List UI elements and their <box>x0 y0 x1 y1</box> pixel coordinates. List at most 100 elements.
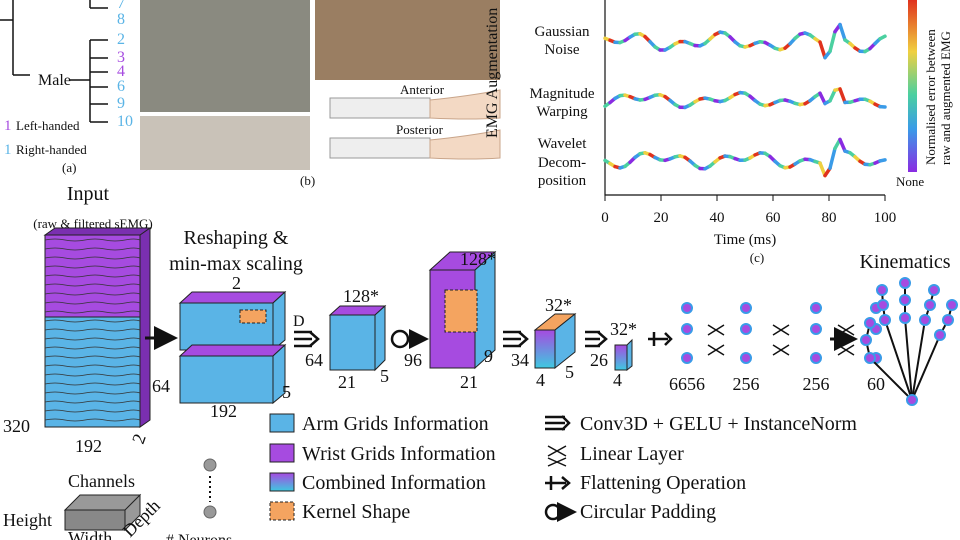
signal-line <box>44 373 141 377</box>
legend-symbol <box>545 476 571 490</box>
signal-line <box>44 274 141 278</box>
row-label: position <box>538 173 587 189</box>
conv-arrow <box>585 330 608 348</box>
wave-seg <box>828 88 837 103</box>
dim: 64 <box>152 376 170 396</box>
wave-seg <box>838 22 847 42</box>
arm <box>429 89 501 160</box>
joint <box>879 314 891 326</box>
neuron <box>681 352 693 364</box>
legend-label: Flattening Operation <box>580 472 746 494</box>
legend-label: Conv3D + GELU + InstanceNorm <box>580 413 857 435</box>
conv-arrow <box>294 330 320 348</box>
wave-seg <box>818 91 827 106</box>
joint <box>899 312 911 324</box>
subject: 2 <box>117 31 125 48</box>
row-label: Noise <box>545 42 580 58</box>
neuron <box>740 323 752 335</box>
dim: 34 <box>511 350 529 370</box>
row-label: Warping <box>536 104 588 120</box>
wave-seg <box>878 34 887 41</box>
dim: 320 <box>3 416 30 436</box>
joint <box>899 294 911 306</box>
legend-label: Linear Layer <box>580 443 684 465</box>
dim: 128* <box>343 286 379 306</box>
x-tick-label: 40 <box>710 210 725 226</box>
input-block <box>43 227 152 428</box>
neuron-key <box>203 458 217 519</box>
colorbar <box>908 0 917 172</box>
wave-seg <box>878 158 887 163</box>
subject: 4 <box>117 63 125 80</box>
dim: 5 <box>380 366 389 386</box>
linear-layer <box>707 324 725 356</box>
dim: 5 <box>282 382 291 402</box>
colorbar-label: raw and augmented EMG <box>938 31 953 165</box>
legend-label: Arm Grids Information <box>302 413 489 435</box>
conv3-block <box>533 312 577 370</box>
bone <box>904 283 913 401</box>
signal-line <box>44 328 141 332</box>
signal-line <box>44 256 141 260</box>
joint <box>860 334 872 346</box>
legend-symbol <box>547 445 567 467</box>
marker: 1 <box>4 118 12 134</box>
label: Male <box>38 72 71 89</box>
subject: 7 <box>117 0 125 12</box>
label: Height <box>3 510 52 530</box>
neuron <box>810 323 822 335</box>
title: Reshaping & <box>184 227 289 249</box>
subject: 10 <box>117 113 133 130</box>
subject: 6 <box>117 78 125 95</box>
label: # Neurons <box>166 532 232 540</box>
dim: 192 <box>210 401 237 421</box>
joint <box>877 299 889 311</box>
subject: 3 <box>117 49 125 66</box>
linear-layer <box>772 324 790 356</box>
legend-label: Wrist Grids Information <box>302 443 496 465</box>
legend-swatch <box>269 413 295 433</box>
dim: 9 <box>484 346 493 366</box>
dim: 26 <box>590 350 608 370</box>
joint <box>934 329 946 341</box>
x-tick-label: 20 <box>654 210 669 226</box>
wave-seg <box>818 40 827 60</box>
signal-line <box>44 238 141 242</box>
title: min-max scaling <box>169 253 303 275</box>
dim: 32* <box>545 295 572 315</box>
dim: 2 <box>232 273 241 293</box>
sleeve <box>329 97 431 119</box>
legend-label: Combined Information <box>302 472 486 494</box>
neuron-count: 60 <box>867 374 885 394</box>
row-label: Wavelet <box>538 136 588 152</box>
joint <box>876 284 888 296</box>
joint <box>942 314 954 326</box>
signal-line <box>44 337 141 341</box>
label: Channels <box>68 471 135 491</box>
panel-a <box>0 0 108 123</box>
joint <box>864 317 876 329</box>
legend-label: Kernel Shape <box>302 501 410 523</box>
caption: (a) <box>62 160 76 175</box>
neuron <box>681 323 693 335</box>
signal-line <box>44 301 141 305</box>
x-tick-label: 60 <box>766 210 781 226</box>
hand <box>860 277 958 406</box>
joint <box>946 299 958 311</box>
label: Right-handed <box>16 142 87 157</box>
row-label: Gaussian <box>535 24 590 40</box>
sleeve <box>329 137 431 159</box>
x-tick-label: 100 <box>874 210 897 226</box>
dim: 64 <box>305 350 323 370</box>
neuron-count: 256 <box>733 374 760 394</box>
signal-line <box>44 382 141 386</box>
row-label: Magnitude <box>530 86 595 102</box>
dim: 21 <box>460 372 478 392</box>
joint <box>864 352 876 364</box>
flatten-arrow <box>648 332 673 346</box>
joint <box>928 284 940 296</box>
reshape-block <box>178 290 287 405</box>
x-label: Time (ms) <box>714 232 776 248</box>
dim: 4 <box>613 370 622 390</box>
